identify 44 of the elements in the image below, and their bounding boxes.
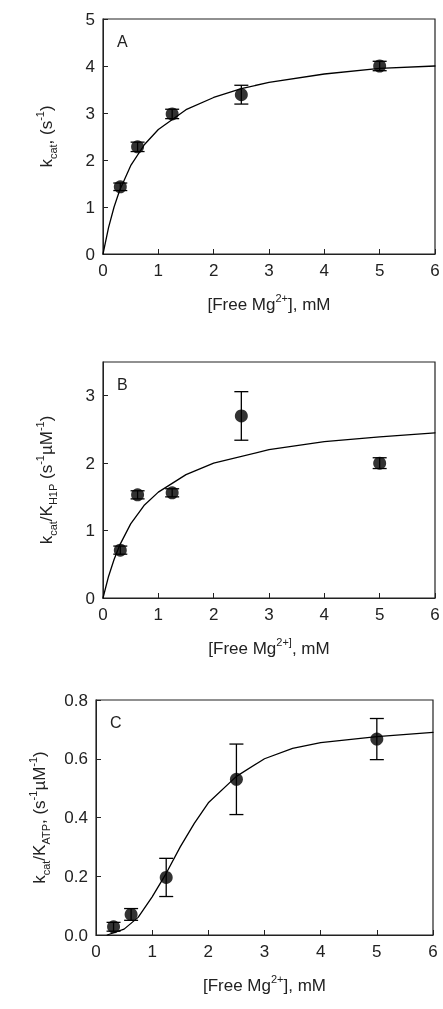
point [234,409,248,423]
x-tick-label: 2 [208,605,219,624]
y-tick-label: 0.8 [64,690,88,710]
annotation: A [117,32,128,50]
point [234,88,248,102]
y-tick-label: 3 [85,103,95,123]
text: kcat/KATP, (s-1µM-1) [26,751,52,884]
x-tick-label: 5 [374,261,385,280]
y-tick-label: 2 [85,453,95,473]
y-tick-label: 1 [85,521,95,541]
text: kcat/KH1P (s-1µM-1) [33,415,59,545]
annotation: C [110,713,122,731]
y-axis-title: kcat, (s-1) [33,105,59,168]
x-tick-label: 3 [264,605,274,624]
x-tick-label: 1 [147,942,157,961]
y-tick-label: 2 [85,150,95,170]
line-series [106,731,434,936]
x-tick-label: 1 [153,605,164,624]
x-tick-label: 6 [428,942,438,961]
x-tick-label: 0 [98,261,108,280]
x-tick-label: 4 [319,261,330,280]
x-tick-label: 5 [372,942,382,961]
x-tick-label: 3 [264,261,274,280]
y-tick-label: 5 [85,9,95,29]
y-tick-label: 0 [85,244,95,264]
y-tick-label: 1 [85,197,95,217]
x-tick-label: 2 [208,261,219,280]
x-tick-label: 5 [374,605,385,624]
y-tick-label: 4 [85,56,95,76]
y-tick-label: 0.4 [64,808,88,827]
x-tick-label: 3 [259,942,270,961]
x-tick-label: 6 [430,261,440,280]
y-tick-label: 0.6 [64,749,88,769]
x-tick-label: 2 [203,942,214,961]
y-tick-label: 3 [85,386,95,406]
y-tick-label: 0 [85,588,95,608]
annotation: B [117,375,128,393]
y-tick-label: 0.0 [64,925,88,945]
x-tick-label: 1 [153,261,164,280]
x-tick-label: 6 [430,605,440,624]
x-tick-label: 4 [319,605,330,624]
y-tick-label: 0.2 [64,866,88,886]
x-tick-label: 4 [315,942,326,961]
x-tick-label: 0 [98,605,108,624]
